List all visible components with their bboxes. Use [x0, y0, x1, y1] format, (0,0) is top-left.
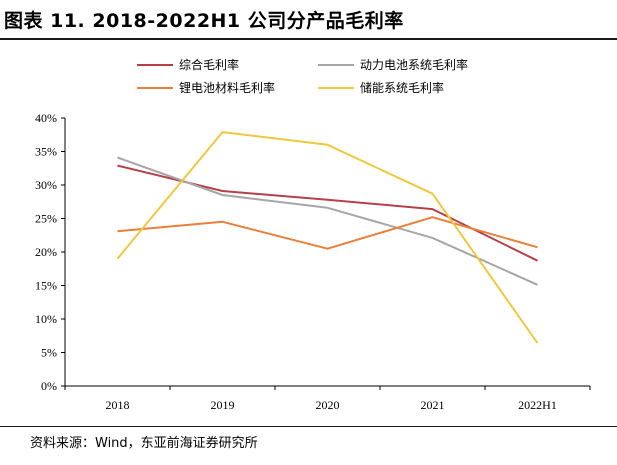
legend-label: 锂电池材料毛利率 — [179, 80, 275, 95]
series-line-4 — [116, 131, 539, 344]
title-divider — [0, 38, 617, 40]
legend-label: 动力电池系统毛利率 — [360, 57, 468, 72]
y-tick-label: 25% — [35, 212, 57, 226]
y-tick-label: 40% — [35, 111, 57, 125]
series-lines — [116, 131, 539, 344]
y-tick-label: 35% — [35, 145, 57, 159]
y-tick-label: 15% — [35, 279, 57, 293]
axes — [61, 117, 591, 390]
y-axis-labels: 0% 5% 10% 15% 20% 25% 30% 35% 40% — [35, 111, 57, 393]
x-tick-label: 2018 — [106, 398, 130, 412]
y-tick-label: 10% — [35, 312, 57, 326]
y-tick-label: 0% — [41, 379, 57, 393]
x-tick-label: 2019 — [211, 398, 235, 412]
y-tick-label: 30% — [35, 178, 57, 192]
x-tick-label: 2022H1 — [518, 398, 557, 412]
chart-title: 图表 11. 2018-2022H1 公司分产品毛利率 — [4, 10, 404, 32]
source-divider — [0, 426, 617, 427]
x-axis-labels: 2018 2019 2020 2021 2022H1 — [106, 398, 557, 412]
legend-label: 储能系统毛利率 — [360, 80, 444, 95]
series-line-2 — [117, 156, 538, 286]
x-tick-label: 2021 — [421, 398, 445, 412]
series-line-3 — [117, 216, 538, 250]
legend-label: 综合毛利率 — [179, 57, 239, 72]
y-tick-label: 5% — [41, 346, 57, 360]
x-tick-label: 2020 — [316, 398, 340, 412]
source-note: 资料来源：Wind，东亚前海证券研究所 — [30, 436, 258, 451]
y-tick-label: 20% — [35, 245, 57, 259]
